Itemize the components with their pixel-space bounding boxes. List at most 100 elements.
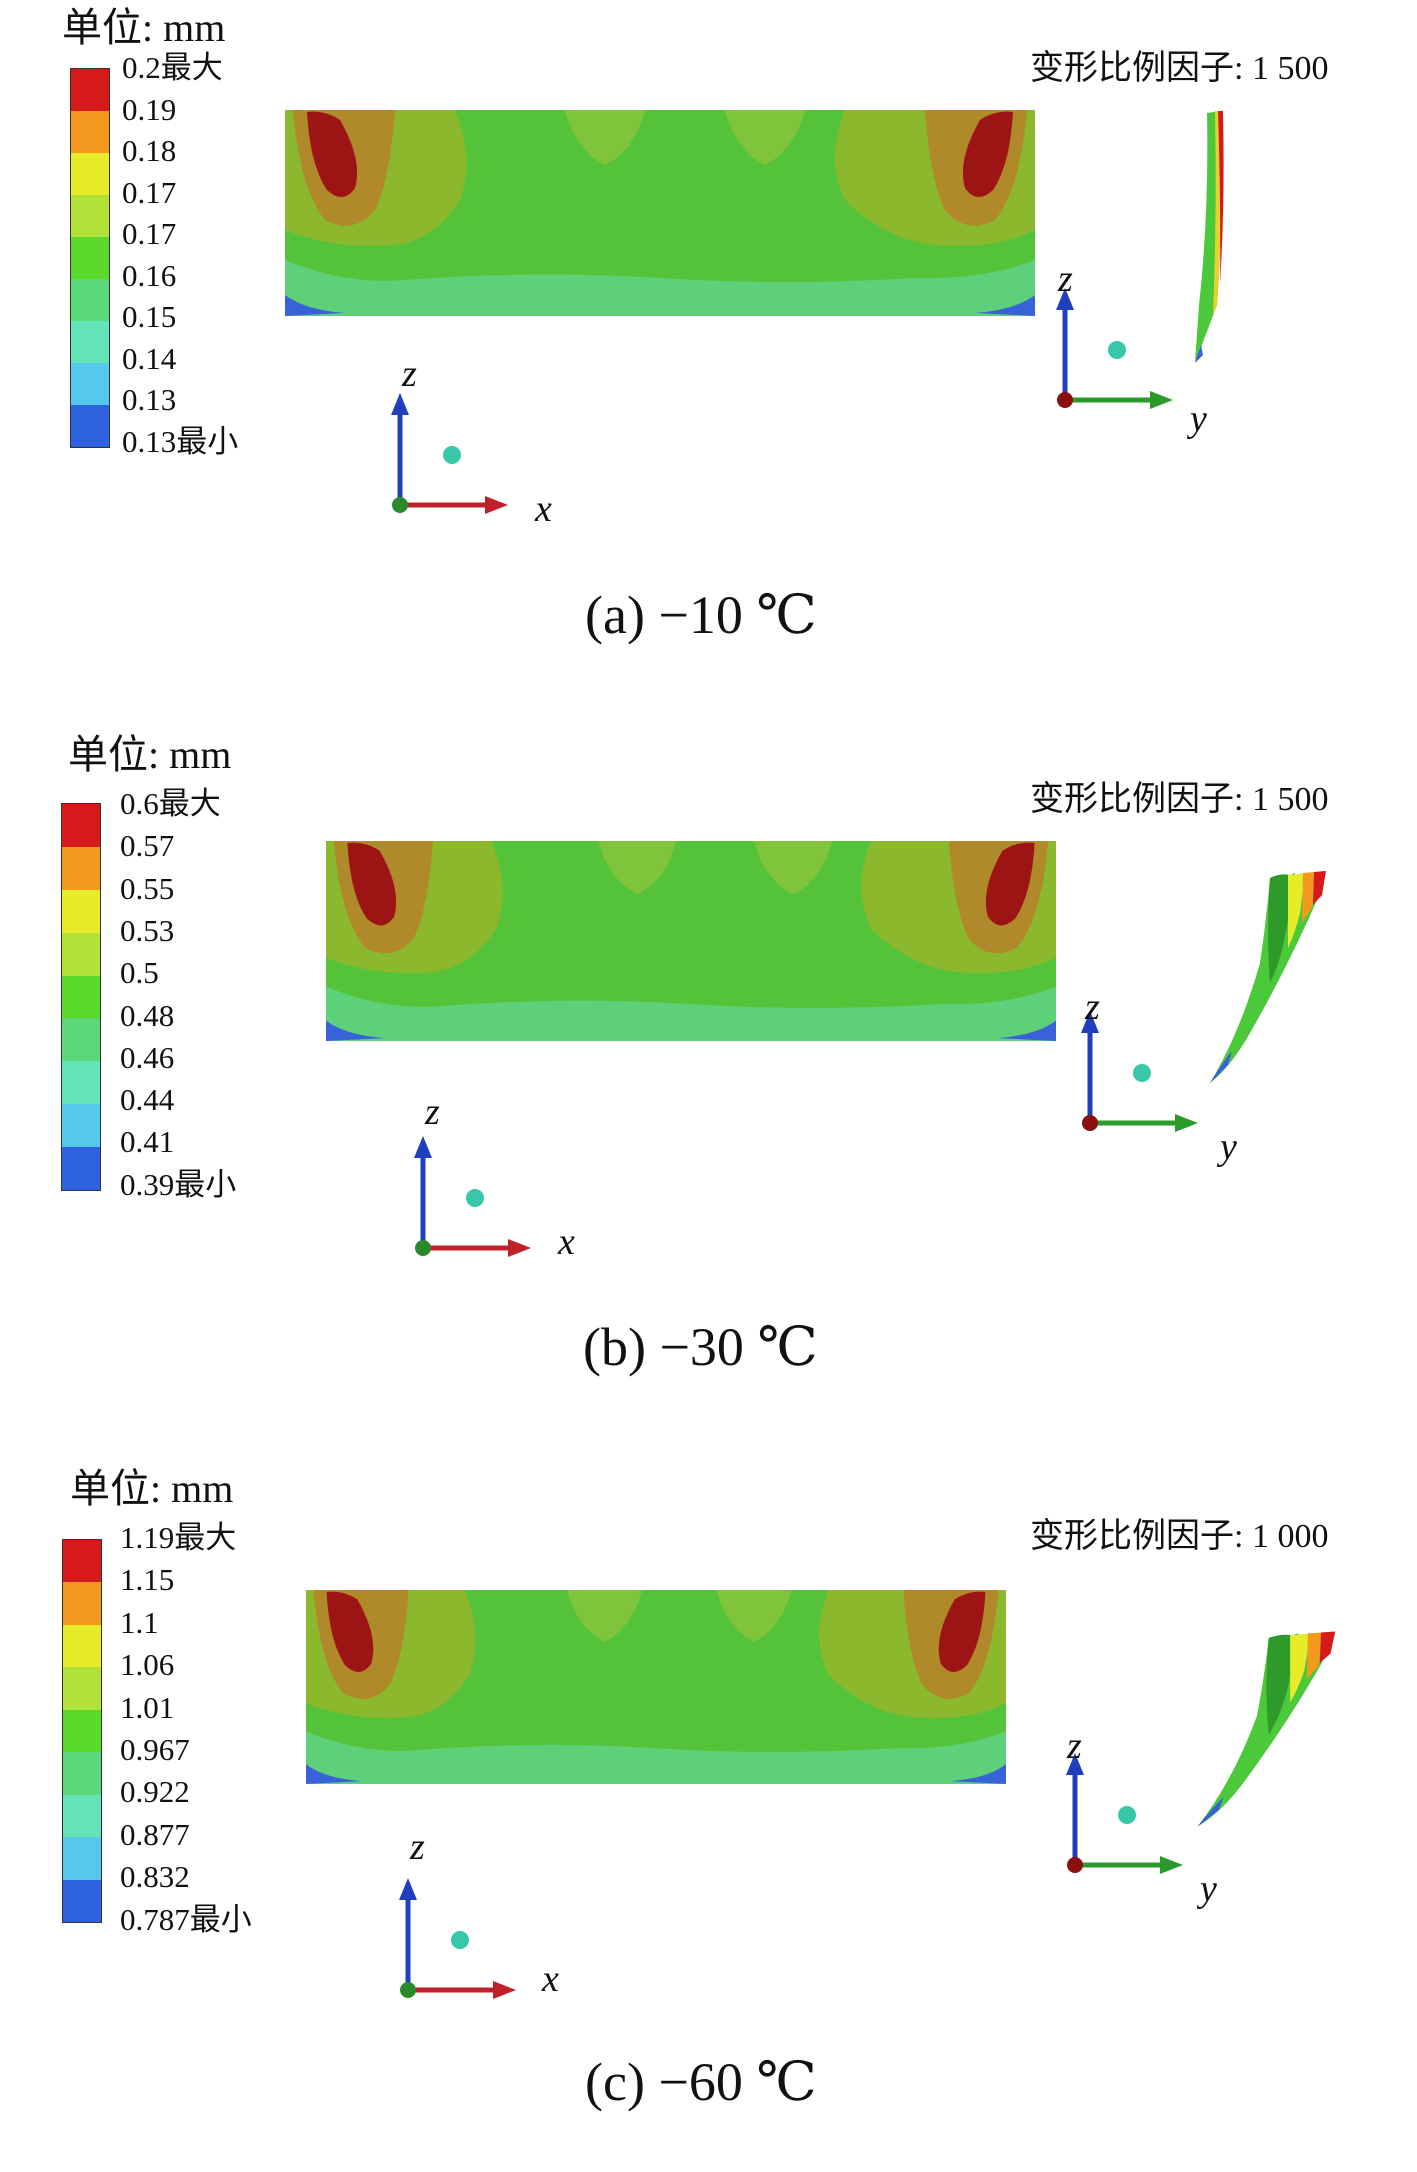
field-right-hot [962,111,1013,198]
legend-label: 1.15 [120,1562,175,1598]
deformation-scale-factor: 变形比例因子: 1 000 [1030,1518,1329,1555]
field-lower-band [326,986,1056,1041]
legend-label: 0.19 [122,91,177,127]
legend-unit: 单位: mm [70,1466,234,1511]
legend-swatch [71,69,109,111]
front-view-contour [285,110,1035,316]
legend-color-bar [62,1539,102,1923]
legend-swatch [62,889,100,933]
field-corner-right [975,295,1035,316]
field-left-hot [326,1591,374,1672]
front-axis-z-label: z [402,353,417,395]
field-corner-left [326,1020,385,1041]
axis-origin [1057,392,1073,408]
legend-unit: 单位: mm [62,5,226,50]
legend-label: 0.14 [122,340,177,376]
axis-vertical-arrowhead [1081,1011,1099,1033]
legend-label: 0.967 [120,1732,190,1767]
deformed-shape-orange-band [1306,1632,1323,1680]
deformed-shape-tip [1197,1797,1224,1827]
axis-horizontal-arrowhead [1150,391,1173,409]
legend-label: 1.01 [120,1689,175,1725]
field-corner-right [950,1764,1006,1784]
side-axis-z-label: z [1085,986,1100,1028]
legend-label: 1.06 [120,1647,175,1683]
front-axis-z-label: z [425,1091,440,1133]
legend-label: 0.57 [120,828,175,864]
caption: (c) −60 ℃ [585,2052,817,2112]
axis-horizontal-arrowhead [1175,1114,1198,1132]
legend-swatch [63,1837,101,1880]
field-lower-band [306,1731,1006,1784]
legend-label: 0.15 [122,299,177,334]
side-axis-z-label: z [1058,258,1073,300]
legend-label: 0.41 [120,1124,175,1160]
front-axis-x-label: x [558,1221,575,1263]
deformation-scale-factor: 变形比例因子: 1 500 [1030,50,1329,87]
legend-label: 0.17 [122,216,177,251]
side-axes-triad [1081,1011,1198,1132]
legend-swatch [71,111,109,153]
legend-swatch [62,1147,100,1190]
front-axes-triad [399,1878,516,1999]
legend-swatch [71,195,109,237]
legend-swatch [62,804,100,847]
axis-horizontal-arrowhead [508,1239,531,1257]
axis-marker-sphere [443,446,461,464]
legend-label: 1.19最大 [120,1520,237,1555]
panel-a: 单位: mm 变形比例因子: 1 500 z x z y (a) −10 ℃ 0… [0,0,1417,707]
legend-label: 0.787最小 [120,1901,252,1937]
side-axis-y-label: y [1190,398,1207,440]
deformed-shape-red-band [1319,1631,1336,1663]
side-axes-triad [1066,1753,1183,1874]
legend-swatch [62,1061,100,1105]
legend-swatch [63,1879,101,1922]
field-right-hot [985,842,1035,926]
legend-label: 0.5 [120,955,159,991]
deformed-shape-red-band [1218,111,1224,285]
axis-origin [392,497,408,513]
axis-horizontal-arrowhead [493,1981,516,1999]
legend-label: 0.18 [122,133,177,168]
side-axis-z-label: z [1067,1725,1082,1767]
field-top-patch-1 [567,1590,642,1642]
legend-label: 0.877 [120,1816,190,1852]
legend-label: 0.53 [120,912,175,948]
legend-swatch [63,1752,101,1795]
axis-vertical-arrowhead [1066,1753,1084,1775]
legend-swatch [71,321,109,363]
legend-label: 0.44 [120,1082,175,1118]
legend-swatch [71,237,109,279]
legend-swatch [62,1018,100,1062]
legend-swatch [62,975,100,1019]
axis-horizontal-arrowhead [485,496,508,514]
legend-swatch [71,153,109,195]
axis-marker-sphere [1108,341,1126,359]
legend-swatch [71,363,109,405]
front-view-contour [326,841,1056,1041]
panel-c: 单位: mm 变形比例因子: 1 000 z x z y (c) −60 ℃ 1… [0,1465,1417,2172]
side-view-deformed-shape [1195,111,1224,363]
legend-swatch [63,1582,101,1625]
field-top-patch-2 [754,841,833,895]
caption: (a) −10 ℃ [585,585,817,645]
legend-swatch [63,1794,101,1838]
deformed-shape-tip [1210,1051,1232,1083]
axis-vertical-arrowhead [1056,288,1074,310]
side-view-deformed-shape [1210,871,1326,1083]
legend-swatch [63,1540,101,1583]
deformed-shape-orange-band [1302,872,1315,923]
legend-label: 0.17 [122,174,177,210]
field-left-hot [347,842,397,926]
field-right-hot [938,1591,986,1672]
legend-label: 0.55 [120,870,175,906]
axis-marker-sphere [1133,1064,1151,1082]
axis-origin [1082,1115,1098,1131]
axis-vertical-arrowhead [414,1136,432,1158]
field-top-patch-1 [598,841,677,895]
legend-label: 0.13 [122,382,177,417]
field-corner-right [997,1020,1056,1041]
field-lower-band [285,260,1035,316]
deformed-shape-yellow-band [1290,1633,1311,1703]
legend-swatch [63,1624,101,1668]
